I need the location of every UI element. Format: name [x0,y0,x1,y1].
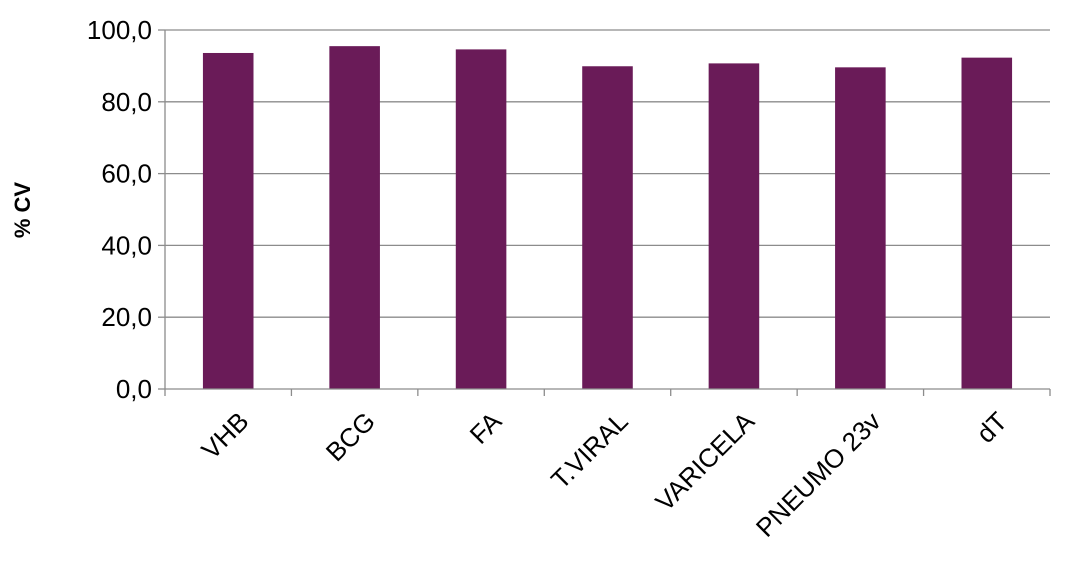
axis-layer [158,29,1051,396]
bar-dt [961,57,1013,389]
x-tick-label: PNEUMO 23v [750,406,887,543]
y-tick-label: 80,0 [101,87,152,117]
x-tick-label: dT [970,406,1013,449]
y-axis-label: % CV [10,182,35,239]
bar-t-viral [582,66,633,389]
bars-layer [202,46,1013,390]
x-tick-label: FA [464,406,508,450]
y-tick-label: 0,0 [116,374,152,404]
bar-pneumo-23v [835,67,886,389]
y-tick-labels: 0,0 20,0 40,0 60,0 80,0 100,0 [87,15,152,404]
x-tick-label: BCG [320,406,381,467]
x-tick-label: VARICELA [649,406,760,517]
bar-vhb [202,52,254,389]
y-tick-label: 60,0 [101,159,152,189]
y-tick-label: 100,0 [87,15,152,45]
x-tick-label: T.VIRAL [545,406,634,495]
bar-bcg [329,46,380,389]
y-tick-label: 20,0 [101,302,152,332]
x-tick-label: VHB [195,406,254,465]
bar-fa [455,49,507,390]
bar-varicela [708,63,760,390]
y-tick-label: 40,0 [101,230,152,260]
